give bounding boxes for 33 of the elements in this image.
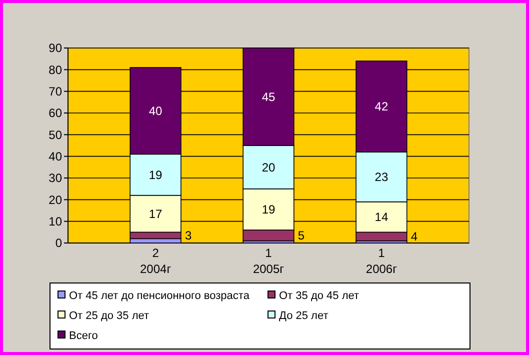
data-label: 20 xyxy=(262,160,276,174)
x-tick-label: 2004г xyxy=(140,262,172,276)
y-tick-label: 70 xyxy=(48,84,62,99)
data-label: 23 xyxy=(374,170,388,184)
y-tick-label: 80 xyxy=(48,62,62,77)
y-tick-label: 30 xyxy=(48,171,62,186)
data-label: 3 xyxy=(184,228,192,243)
y-tick-label: 50 xyxy=(48,128,62,142)
x-tick-label: 2006г xyxy=(366,262,398,276)
data-label: 2 xyxy=(152,246,160,260)
data-label: 14 xyxy=(374,210,388,224)
legend-label: Всего xyxy=(69,330,98,342)
data-label: 45 xyxy=(262,90,276,104)
y-tick-label: 0 xyxy=(55,236,62,250)
legend-label: До 25 лет xyxy=(279,310,328,322)
y-tick-label: 90 xyxy=(48,41,62,56)
legend-label: От 25 до 35 лет xyxy=(69,310,150,322)
data-label: 4 xyxy=(410,230,418,244)
y-tick-label: 40 xyxy=(48,150,62,164)
data-label: 42 xyxy=(374,100,388,114)
data-label: 1 xyxy=(265,246,272,260)
x-tick-label: 2005г xyxy=(252,262,285,276)
data-label: 1 xyxy=(378,246,386,260)
y-tick-label: 10 xyxy=(48,214,62,229)
legend-label: От 45 лет до пенсионного возраста xyxy=(69,290,250,302)
y-tick-label: 20 xyxy=(48,192,62,207)
data-label: 40 xyxy=(148,104,163,118)
data-label: 19 xyxy=(148,168,163,182)
y-tick-label: 60 xyxy=(48,106,62,120)
data-label: 17 xyxy=(148,206,163,221)
legend-label: От 35 до 45 лет xyxy=(279,290,360,302)
data-label: 19 xyxy=(262,202,276,217)
data-label: 5 xyxy=(298,228,305,243)
